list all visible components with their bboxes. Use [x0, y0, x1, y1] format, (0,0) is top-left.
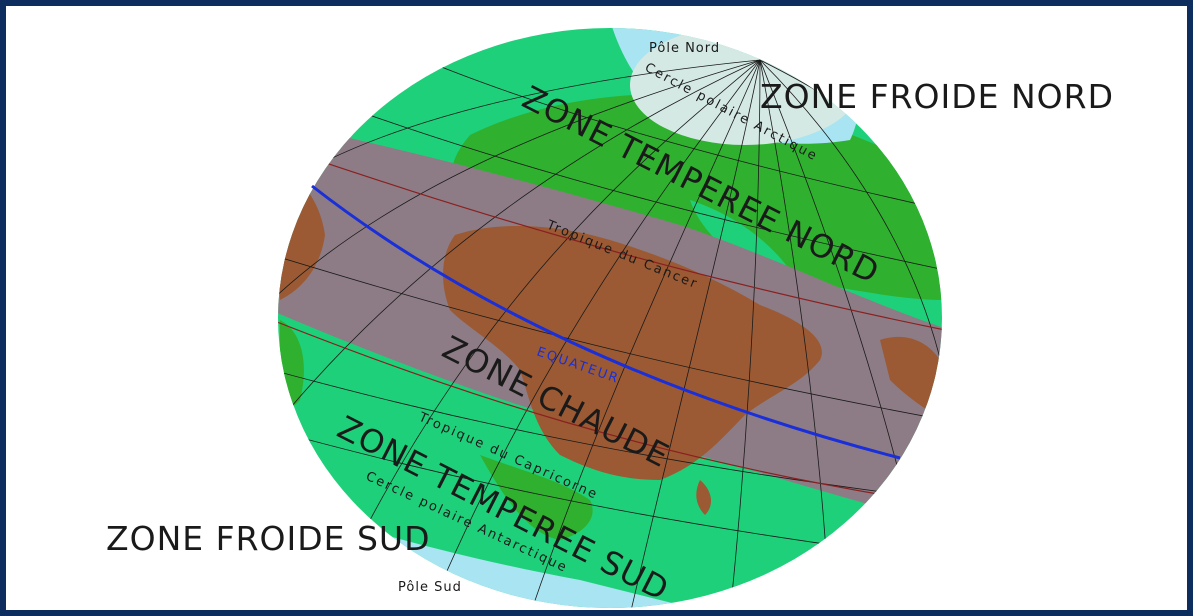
north-pole-label: Pôle Nord	[649, 41, 720, 56]
zone-cold-north-label: ZONE FROIDE NORD	[760, 77, 1114, 116]
zone-cold-south-label: ZONE FROIDE SUD	[106, 519, 431, 558]
north-land	[452, 94, 942, 300]
madagascar	[696, 480, 712, 515]
equator-line	[311, 184, 901, 460]
africa-land	[443, 225, 822, 480]
tropic-capricorn-line	[278, 319, 942, 506]
south-pole-label: Pôle Sud	[398, 580, 462, 595]
tropic-cancer-line	[278, 144, 942, 331]
